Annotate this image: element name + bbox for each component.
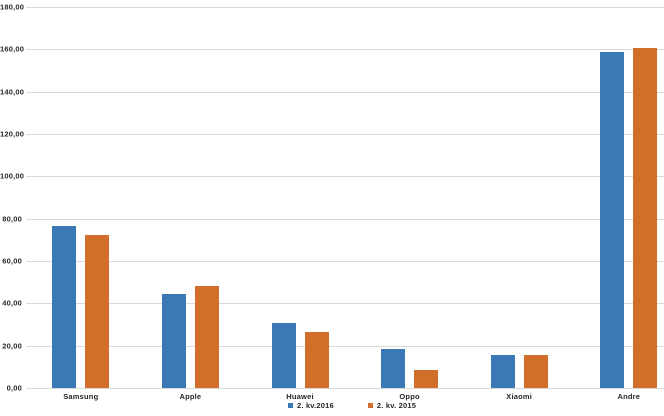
bar-oppo-series2 (414, 369, 439, 388)
y-tick-label: 160,00 (0, 44, 25, 54)
x-category-label: Andre (617, 392, 641, 401)
gridline (26, 303, 664, 305)
legend-marker-icon (367, 403, 373, 408)
legend-label: 2. kv.2016 (297, 401, 334, 410)
x-category-label: Samsung (63, 392, 99, 401)
gridline (26, 134, 664, 135)
gridline (26, 388, 664, 389)
gridline (26, 7, 664, 8)
y-tick-label: 60,00 (2, 256, 22, 266)
x-category-label: Apple (179, 392, 202, 401)
bar-oppo-series1 (381, 348, 406, 388)
bar-huawei-series2 (304, 331, 329, 388)
bar-samsung-series2 (85, 235, 110, 388)
legend-item: 2. kv.2016 (288, 401, 334, 410)
x-category-label: Oppo (399, 392, 420, 401)
y-tick-label: 20,00 (2, 341, 22, 351)
gridline (26, 49, 664, 51)
gridline (26, 261, 664, 262)
y-tick-label: 40,00 (2, 298, 22, 308)
bar-samsung-series1 (52, 225, 77, 388)
y-tick-label: 180,00 (0, 2, 25, 12)
y-tick-label: 0,00 (6, 383, 22, 393)
bar-xiaomi-series2 (523, 355, 548, 388)
y-tick-label: 80,00 (2, 214, 22, 224)
gridline (26, 91, 664, 93)
gridline (26, 176, 664, 178)
gridline (26, 345, 664, 347)
y-tick-label: 100,00 (0, 171, 25, 181)
legend-label: 2. kv. 2015 (376, 401, 417, 410)
x-category-label: Huawei (286, 392, 314, 401)
bar-huawei-series1 (271, 323, 296, 388)
bar-apple-series1 (161, 294, 186, 388)
legend-marker-icon (288, 403, 293, 408)
bar-andre-series1 (600, 52, 625, 388)
x-category-label: Xiaomi (506, 392, 533, 401)
bar-andre-series2 (633, 48, 658, 388)
y-tick-label: 140,00 (0, 87, 25, 97)
legend: 2. kv.2016 2. kv. 2015 (288, 401, 416, 410)
bar-xiaomi-series1 (490, 355, 515, 388)
y-tick-label: 120,00 (0, 129, 25, 139)
bar-apple-series2 (194, 286, 219, 388)
gridline (26, 218, 664, 220)
legend-item: 2. kv. 2015 (367, 401, 417, 410)
